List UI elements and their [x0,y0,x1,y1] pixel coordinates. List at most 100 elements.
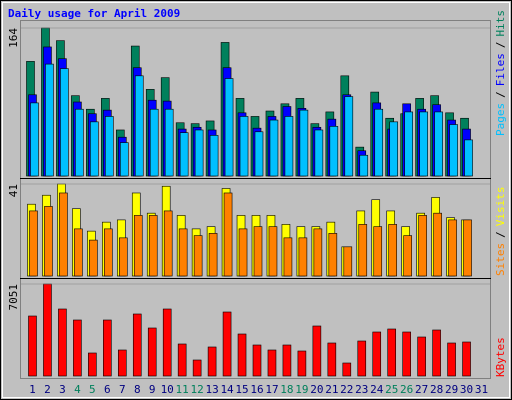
bar [105,116,114,177]
legend-entry: Visits [494,187,507,227]
bar [463,219,472,277]
bar [283,237,293,277]
legend: KBytes [494,337,507,377]
x-tick-label: 31 [475,383,488,396]
bar [327,342,337,377]
bar [374,108,384,177]
x-tick-label: 20 [310,383,323,396]
legend-entry: Hits [494,10,507,37]
bar [117,349,127,377]
bar [208,233,218,277]
x-tick-label: 26 [400,383,413,396]
bar [90,121,99,177]
bar [282,344,292,377]
bar [192,359,202,377]
bar [163,210,173,277]
x-tick-label: 25 [385,383,398,396]
bar [417,336,426,377]
bar [253,226,263,277]
x-tick-label: 21 [325,383,338,396]
bar [147,327,157,377]
bar [432,329,441,377]
x-tick-label: 11 [176,383,189,396]
bar [28,315,37,377]
x-tick-label: 13 [205,383,218,396]
bar [343,246,353,277]
bar [357,340,367,377]
bar [419,111,428,177]
bar [252,344,262,377]
bar [133,215,143,277]
x-tick-label: 2 [44,383,51,396]
bar [284,116,294,177]
x-tick-label: 18 [280,383,293,396]
bar [388,224,398,277]
chart-title: Daily usage for April 2009 [8,7,180,20]
bar [404,111,413,177]
bar [104,228,113,277]
legend: Pages / Files / Hits [494,10,507,136]
bar [312,325,322,377]
bar [179,132,189,177]
x-tick-label: 7 [119,383,126,396]
bar [44,206,53,277]
legend-entry: Files [494,53,507,86]
x-tick-label: 17 [265,383,278,396]
bar [149,108,159,177]
x-tick-label: 16 [250,383,263,396]
bar [239,116,249,177]
bar [342,362,352,377]
x-tick-label: 5 [89,383,96,396]
legend-separator: / [494,42,507,49]
bar [223,192,233,277]
bar [297,350,307,377]
x-tick-label: 1 [29,383,36,396]
bar [73,319,82,377]
bar [447,342,456,377]
bar [372,331,382,377]
legend: Sites / Visits [494,187,507,277]
legend-separator: / [494,91,507,98]
bar [177,343,187,377]
bar [59,192,68,277]
bar [75,108,84,177]
x-tick-label: 19 [295,383,308,396]
legend-entry: Sites [494,243,507,276]
bar [328,233,338,277]
bar [418,215,427,277]
legend-entry: KBytes [494,337,507,377]
bar [193,235,203,277]
bar [269,119,279,177]
bar [358,224,368,277]
x-tick-label: 6 [104,383,111,396]
bar [60,68,69,177]
bar [207,346,217,377]
bar [132,313,142,377]
bar [402,331,411,377]
legend-separator: / [494,231,507,238]
x-tick-label: 14 [220,383,234,396]
bar [373,226,383,277]
bar [433,212,442,277]
bar [344,96,354,177]
bar [209,135,219,177]
bar [359,154,369,177]
bar [267,349,277,377]
bar [162,308,172,377]
x-tick-label: 28 [430,383,443,396]
x-tick-label: 22 [340,383,353,396]
bar [194,129,204,177]
x-tick-label: 12 [191,383,204,396]
x-tick-label: 15 [235,383,248,396]
bar [58,308,67,377]
bar [238,228,248,277]
bar [43,283,52,377]
x-tick-label: 24 [370,383,384,396]
bar [387,328,397,377]
bar [449,124,458,177]
bar [30,102,39,177]
bar [403,235,412,277]
y-tick-label: 41 [7,184,20,197]
